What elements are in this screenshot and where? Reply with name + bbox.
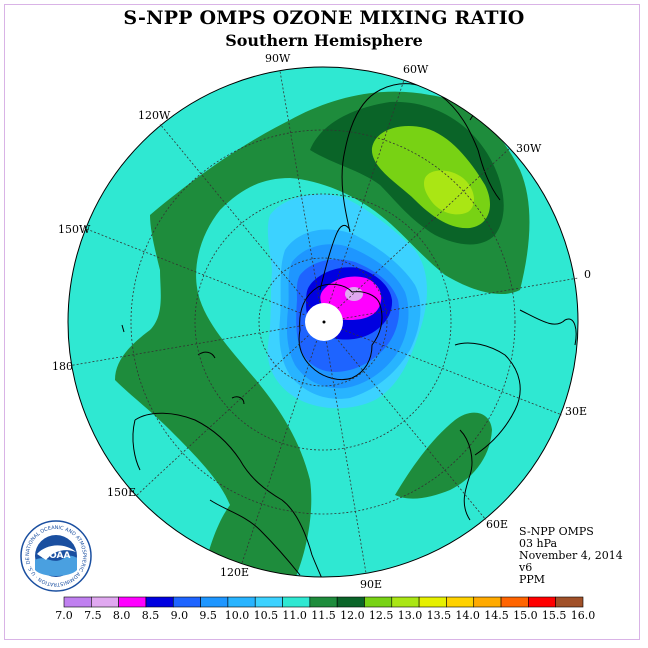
colorbar-tick-label: 14.0 (455, 609, 480, 622)
colorbar-tick-label: 15.5 (541, 609, 567, 622)
logo-center-text: NOAA (42, 551, 71, 561)
info-version: v6 (519, 561, 533, 574)
colorbar-swatch (446, 596, 475, 608)
meridian-label-150e: 150E (107, 486, 137, 499)
colorbar-swatch (473, 596, 502, 608)
colorbar-swatch (555, 596, 584, 608)
colorbar-tick-label: 9.0 (170, 609, 189, 622)
info-units: PPM (519, 573, 546, 586)
colorbar-tick-label: 12.5 (368, 609, 394, 622)
colorbar-swatch (200, 596, 229, 608)
noaa-logo: NATIONAL OCEANIC AND ATMOSPHERIC ADMINIS… (20, 520, 92, 592)
colorbar-swatch (528, 596, 556, 608)
ozone-region-13.0 (423, 170, 475, 215)
colorbar-tick-label: 15.0 (513, 609, 538, 622)
colorbar-swatch (282, 596, 311, 608)
colorbar-tick-label: 11.5 (311, 609, 336, 622)
colorbar-tick-label: 14.5 (484, 609, 509, 622)
colorbar-swatch (118, 596, 147, 608)
colorbar-swatch (309, 596, 338, 608)
graticule (67, 70, 579, 574)
meridian-label-0: 0 (584, 268, 591, 281)
meridian-label-120w: 120W (138, 109, 171, 122)
colorbar-tick-label: 13.0 (397, 609, 423, 622)
map-border (67, 66, 579, 578)
meridian-label-90w: 90W (265, 52, 291, 65)
info-instrument: S-NPP OMPS (519, 525, 594, 538)
meridian-label-60w: 60W (403, 63, 429, 76)
colorbar-tick-label: 10.5 (253, 609, 279, 622)
colorbar-tick-label: 8.0 (112, 609, 131, 622)
colorbar-tick-label: 13.5 (426, 609, 452, 622)
colorbar-swatch (500, 596, 529, 608)
ozone-region-11.5 (395, 412, 492, 499)
colorbar-swatch (145, 596, 174, 608)
colorbar-swatch (227, 596, 256, 608)
colorbar-tick-label: 9.5 (199, 609, 217, 622)
meridian-label-180: 180 (52, 360, 73, 373)
meridian-label-30e: 30E (565, 405, 588, 418)
meridian-label-120e: 120E (220, 566, 250, 579)
colorbar-swatch (254, 596, 283, 608)
colorbar-swatch (63, 596, 92, 608)
south-pole-marker (322, 320, 326, 324)
meridian-label-30w: 30W (516, 142, 542, 155)
colorbar-tick-label: 8.5 (141, 609, 160, 622)
map-subtitle: Southern Hemisphere (225, 31, 423, 50)
colorbar-tick-label: 16.0 (570, 609, 596, 622)
colorbar-swatch (172, 596, 201, 608)
colorbar-tick-label: 11.0 (282, 609, 307, 622)
colorbar-tick-label: 10.0 (224, 609, 250, 622)
colorbar-swatch (418, 596, 447, 608)
meridian-label-90e: 90E (360, 578, 383, 591)
plot-frame (4, 4, 640, 640)
map-title: S-NPP OMPS OZONE MIXING RATIO (123, 7, 525, 29)
meridian-label-150w: 150W (58, 223, 91, 236)
info-level: 03 hPa (519, 537, 558, 550)
colorbar-swatch (364, 596, 393, 608)
colorbar-swatch (391, 596, 420, 608)
coastlines (121, 79, 577, 577)
colorbar-tick-label: 7.0 (55, 609, 73, 622)
colorbar-tick-label: 7.5 (84, 609, 102, 622)
info-date: November 4, 2014 (519, 549, 623, 562)
colorbar-swatch (336, 596, 365, 608)
meridian-label-60e: 60E (486, 518, 509, 531)
colorbar-tick-label: 12.0 (340, 609, 365, 622)
colorbar-swatch (91, 596, 119, 608)
